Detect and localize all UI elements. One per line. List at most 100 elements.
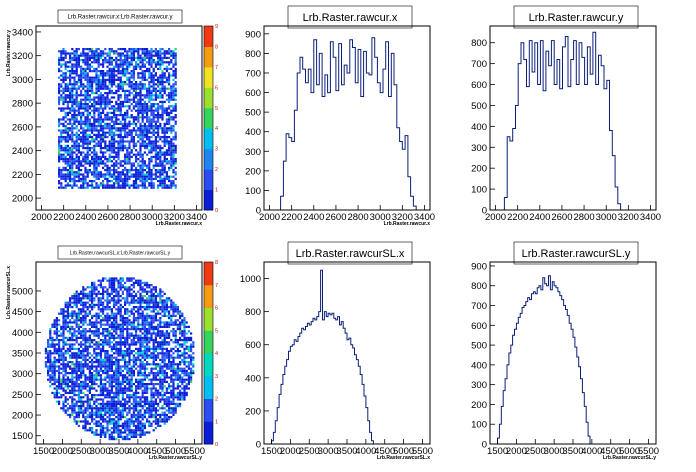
heatmap-cell bbox=[84, 171, 87, 174]
heatmap-cell bbox=[154, 162, 157, 165]
heatmap-cell bbox=[93, 422, 96, 425]
heatmap-cell bbox=[121, 177, 124, 180]
heatmap-cell bbox=[102, 297, 105, 300]
heatmap-cell bbox=[115, 133, 118, 136]
heatmap-cell bbox=[126, 153, 129, 156]
heatmap-cell bbox=[159, 153, 162, 156]
heatmap-cell bbox=[93, 396, 96, 399]
heatmap-cell bbox=[170, 153, 173, 156]
heatmap-cell bbox=[97, 284, 100, 287]
heatmap-cell bbox=[110, 107, 113, 110]
heatmap-cell bbox=[86, 398, 89, 401]
heatmap-cell bbox=[121, 350, 124, 353]
heatmap-cell bbox=[148, 142, 151, 145]
heatmap-cell bbox=[104, 83, 107, 86]
heatmap-cell bbox=[86, 429, 89, 432]
heatmap-cell bbox=[124, 328, 127, 331]
heatmap-cell bbox=[141, 422, 144, 425]
heatmap-cell bbox=[165, 138, 168, 141]
heatmap-cell bbox=[139, 103, 142, 106]
heatmap-cell bbox=[102, 118, 105, 121]
heatmap-cell bbox=[84, 107, 87, 110]
heatmap-cell bbox=[82, 409, 85, 412]
heatmap-cell bbox=[66, 385, 69, 388]
heatmap-cell bbox=[62, 325, 65, 328]
heatmap-cell bbox=[108, 332, 111, 335]
heatmap-cell bbox=[47, 361, 50, 364]
heatmap-cell bbox=[99, 162, 102, 165]
heatmap-cell bbox=[159, 182, 162, 185]
heatmap-cell bbox=[91, 308, 94, 311]
x-tick-label: 3200 bbox=[618, 212, 639, 223]
heatmap-cell bbox=[71, 411, 74, 414]
heatmap-cell bbox=[157, 59, 160, 62]
heatmap-cell bbox=[132, 361, 135, 364]
heatmap-cell bbox=[124, 303, 127, 306]
heatmap-cell bbox=[115, 336, 118, 339]
heatmap-cell bbox=[135, 431, 138, 434]
heatmap-cell bbox=[99, 279, 102, 282]
heatmap-cell bbox=[60, 380, 63, 383]
heatmap-cell bbox=[69, 147, 72, 150]
heatmap-cell bbox=[99, 94, 102, 97]
heatmap-cell bbox=[124, 343, 127, 346]
heatmap-cell bbox=[82, 160, 85, 163]
heatmap-cell bbox=[71, 96, 74, 99]
heatmap-cell bbox=[141, 433, 144, 436]
heatmap-cell bbox=[174, 186, 177, 189]
heatmap-cell bbox=[121, 144, 124, 147]
heatmap-cell bbox=[130, 376, 133, 379]
heatmap-cell bbox=[157, 396, 160, 399]
heatmap-cell bbox=[53, 367, 56, 370]
heatmap-cell bbox=[128, 48, 131, 51]
heatmap-cell bbox=[62, 116, 65, 119]
heatmap-cell bbox=[115, 411, 118, 414]
heatmap-cell bbox=[126, 127, 129, 130]
heatmap-cell bbox=[93, 314, 96, 317]
heatmap-cell bbox=[73, 70, 76, 73]
heatmap-cell bbox=[115, 328, 118, 331]
heatmap-cell bbox=[110, 288, 113, 291]
heatmap-cell bbox=[128, 358, 131, 361]
heatmap-cell bbox=[168, 153, 171, 156]
heatmap-cell bbox=[113, 391, 116, 394]
heatmap-cell bbox=[82, 358, 85, 361]
heatmap-cell bbox=[132, 424, 135, 427]
heatmap-cell bbox=[126, 133, 129, 136]
heatmap-cell bbox=[73, 418, 76, 421]
heatmap-cell bbox=[86, 54, 89, 57]
heatmap-cell bbox=[110, 56, 113, 59]
heatmap-cell bbox=[121, 374, 124, 377]
heatmap-cell bbox=[139, 378, 142, 381]
heatmap-cell bbox=[102, 180, 105, 183]
heatmap-cell bbox=[99, 391, 102, 394]
heatmap-cell bbox=[69, 184, 72, 187]
heatmap-cell bbox=[150, 98, 153, 101]
heatmap-cell bbox=[115, 303, 118, 306]
heatmap-cell bbox=[88, 376, 91, 379]
heatmap-cell bbox=[58, 391, 61, 394]
heatmap-cell bbox=[58, 83, 61, 86]
heatmap-cell bbox=[174, 83, 177, 86]
heatmap-cell bbox=[104, 383, 107, 386]
heatmap-cell bbox=[58, 365, 61, 368]
heatmap-cell bbox=[91, 83, 94, 86]
heatmap-cell bbox=[84, 354, 87, 357]
heatmap-cell bbox=[128, 400, 131, 403]
colorbar-tick-label: 3 bbox=[215, 147, 218, 153]
heatmap-cell bbox=[150, 171, 153, 174]
heatmap-cell bbox=[86, 186, 89, 189]
heatmap-cell bbox=[80, 391, 83, 394]
heatmap-cell bbox=[60, 184, 63, 187]
heatmap-cell bbox=[146, 343, 149, 346]
heatmap-cell bbox=[99, 413, 102, 416]
heatmap-cell bbox=[64, 94, 67, 97]
heatmap-cell bbox=[115, 347, 118, 350]
heatmap-cell bbox=[71, 389, 74, 392]
heatmap-cell bbox=[170, 129, 173, 132]
heatmap-cell bbox=[148, 297, 151, 300]
heatmap-cell bbox=[95, 54, 98, 57]
heatmap-cell bbox=[62, 354, 65, 357]
y-tick-label: 100 bbox=[471, 185, 487, 196]
heatmap-cell bbox=[82, 129, 85, 132]
